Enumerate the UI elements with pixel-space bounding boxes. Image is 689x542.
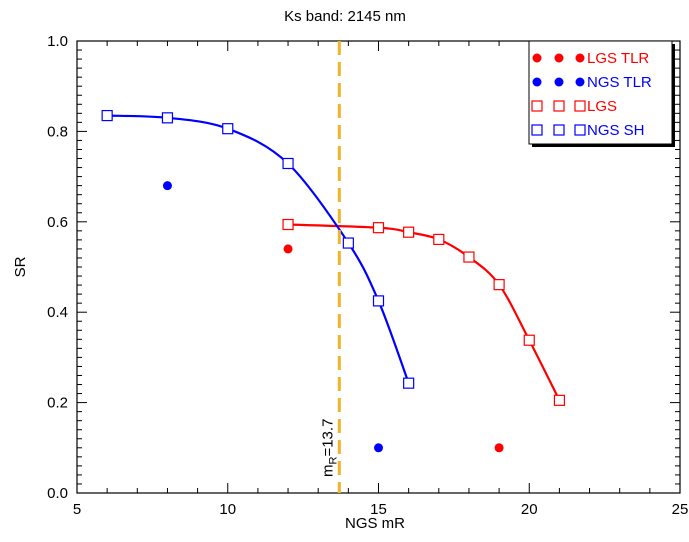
ngs-sh-point [342, 237, 354, 249]
y-tick-label: 0.8 [47, 123, 68, 140]
legend-lgs-tlr-label: LGS TLR [587, 50, 649, 67]
lgs-point [493, 279, 505, 291]
legend-ngs-sh-marker [553, 124, 565, 136]
x-tick-label: 10 [219, 501, 236, 518]
lgs-point [372, 222, 385, 234]
lgs-point [433, 233, 445, 246]
x-axis-label: NGS mR [345, 515, 405, 532]
ngs-sh-point [222, 123, 234, 135]
legend-ngs-sh-marker [531, 124, 543, 136]
legend-lgs-marker [553, 100, 565, 112]
lgs-line [287, 223, 561, 401]
ngs-tlr-point [162, 181, 172, 191]
lgs-tlr-point [283, 244, 293, 254]
lgs-tlr-point [494, 443, 504, 453]
lgs-point [282, 218, 294, 231]
mr-threshold-label: mR=13.7 [319, 419, 339, 477]
lgs-point [463, 251, 475, 263]
legend-ngs-tlr-label: NGS TLR [587, 74, 652, 91]
x-tick-label: 20 [521, 501, 538, 518]
legend-ngs-sh-label: NGS SH [587, 122, 645, 139]
plot-layer: 5 10 15 20 25 0.0 0.2 0.4 0.6 0.8 1.0 mR=13.7 LGS TL… [47, 33, 688, 518]
ngs-sh-point [161, 112, 174, 124]
y-tick-label: 1.0 [47, 33, 68, 50]
legend-lgs-tlr-marker [575, 53, 585, 63]
x-tick-label: 5 [73, 501, 81, 518]
lgs-point [523, 334, 535, 346]
y-tick-label: 0.6 [47, 214, 68, 231]
legend-ngs-tlr-marker [532, 77, 542, 87]
legend-lgs-label: LGS [587, 98, 617, 115]
ngs-sh-point [372, 295, 385, 307]
y-axis-label: SR [12, 256, 29, 277]
chart-title: Ks band: 2145 nm [284, 8, 406, 25]
legend-lgs-tlr-marker [554, 53, 564, 63]
legend-box [528, 40, 673, 145]
x-tick-label: 15 [370, 501, 387, 518]
ngs-tlr-point [374, 443, 383, 453]
y-tick-label: 0.0 [47, 485, 68, 502]
lgs-point [553, 394, 566, 406]
ngs-sh-point [403, 377, 415, 389]
y-tick-label: 0.2 [47, 395, 68, 412]
lgs-point [403, 226, 415, 238]
ngs-sh-point [282, 157, 294, 170]
legend-lgs-marker [531, 100, 543, 112]
x-tick-label: 25 [672, 501, 689, 518]
legend-lgs-marker [574, 100, 586, 112]
legend-ngs-tlr-marker [575, 77, 585, 87]
y-tick-label: 0.4 [47, 304, 68, 321]
legend-ngs-sh-marker [574, 124, 586, 136]
legend-lgs-tlr-marker [532, 53, 542, 63]
legend-ngs-tlr-marker [554, 77, 564, 87]
ngs-sh-point [101, 109, 113, 122]
ngs-sh-line [107, 114, 410, 384]
